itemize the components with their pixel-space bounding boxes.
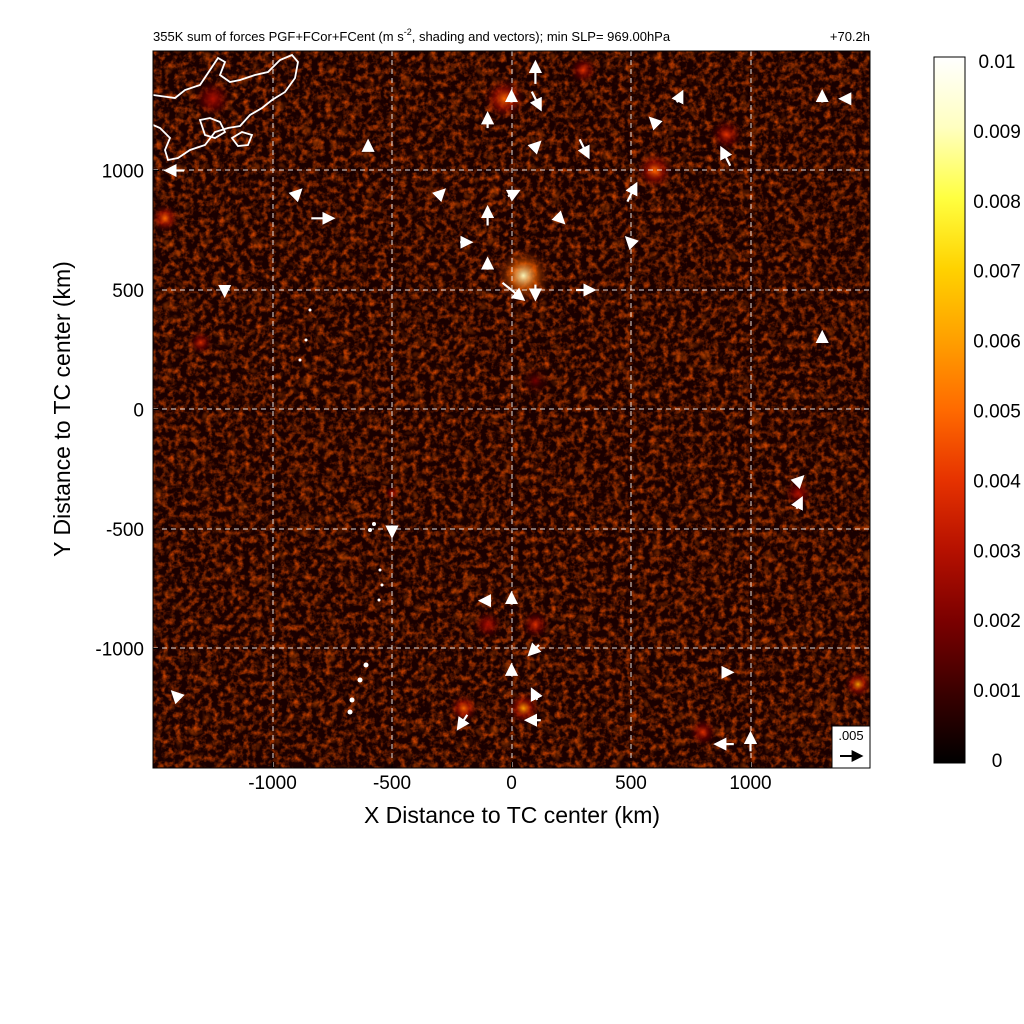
force-vector-arrow (791, 495, 803, 511)
y-tick-label: 500 (112, 281, 144, 302)
island-dots (298, 308, 384, 715)
force-vector-arrow (720, 145, 733, 167)
x-axis: -1000 -500 0 500 1000 (248, 762, 772, 794)
x-axis-title: X Distance to TC center (km) (364, 802, 660, 828)
force-vector-arrow (501, 281, 526, 302)
heatmap-hotspot (709, 117, 744, 152)
heatmap-hotspot (521, 610, 550, 639)
x-tick-label: -500 (373, 773, 411, 794)
colorbar-tick-label: 0.006 (973, 332, 1021, 353)
heatmap-hotspot (449, 693, 479, 723)
y-tick-label: 1000 (102, 162, 144, 183)
force-vector-arrow (530, 687, 543, 702)
force-vector-arrow (577, 138, 590, 160)
force-vector-arrow (624, 236, 639, 251)
force-vector-arrow (648, 116, 663, 131)
colorbar-tick-label: 0.001 (973, 681, 1021, 702)
forecast-time-label: +70.2h (830, 29, 870, 44)
colorbar-tick-label: 0 (992, 751, 1003, 772)
colorbar-tick-label: 0.002 (973, 611, 1021, 632)
heatmap-hotspot (521, 366, 550, 396)
force-vector-arrow (505, 189, 521, 202)
colorbar-tick-label: 0.005 (973, 402, 1021, 423)
colorbar-tick-label: 0.009 (973, 122, 1021, 143)
force-vector-arrow (456, 714, 470, 731)
y-tick-label: 0 (133, 401, 144, 422)
force-vector-arrow (431, 188, 446, 203)
heatmap-hotspot (188, 330, 213, 355)
force-vector-arrow (288, 188, 303, 203)
force-vectors (163, 59, 852, 752)
force-vector-arrow (551, 210, 566, 225)
x-tick-label: 0 (506, 773, 517, 794)
x-tick-label: -1000 (248, 773, 297, 794)
colorbar-ticks: 0.01 0.009 0.008 0.007 0.006 0.005 0.004 0.003 0… (973, 52, 1021, 772)
y-tick-label: -1000 (95, 640, 144, 661)
chart-title: 355K sum of forces PGF+FCor+FCent (m s-2… (153, 27, 671, 44)
colorbar-tick-label: 0.008 (973, 192, 1021, 213)
x-tick-label: 1000 (729, 773, 771, 794)
heatmap-hotspot (843, 670, 870, 699)
grid-lines (153, 51, 870, 768)
y-tick-label: -500 (106, 520, 144, 541)
colorbar-tick-label: 0.007 (973, 262, 1021, 283)
heatmap-hotspot (568, 55, 598, 85)
reference-vector-legend: .005 (831, 725, 871, 769)
heatmap-hotspot (482, 77, 526, 121)
coastline (153, 53, 299, 162)
heatmap-hotspot (193, 79, 232, 118)
y-axis-title: Y Distance to TC center (km) (49, 261, 75, 557)
colorbar-tick-label: 0.01 (979, 52, 1016, 73)
force-vector-arrow (671, 89, 684, 105)
force-vector-arrow (170, 690, 185, 705)
heatmap-hotspot (494, 246, 553, 305)
heatmap-hotspot (635, 151, 675, 190)
heatmap-hotspot (473, 610, 502, 639)
y-axis: -1000 -500 0 500 1000 (95, 162, 159, 661)
heatmap-texture-secondary (153, 51, 870, 768)
force-vector-arrow (527, 140, 542, 155)
heatmap-hotspot (153, 203, 180, 233)
reference-vector-label: .005 (838, 728, 863, 743)
colorbar-tick-label: 0.003 (973, 541, 1021, 562)
force-vector-arrow (625, 181, 638, 203)
colorbar: 0.01 0.009 0.008 0.007 0.006 0.005 0.004 0.003 0… (933, 52, 1021, 772)
plot-area (153, 51, 870, 768)
colorbar-gradient (933, 56, 966, 764)
force-vector-arrow (527, 642, 542, 657)
x-tick-label: 500 (615, 773, 647, 794)
force-vector-arrow (529, 91, 542, 112)
force-vector-arrow (790, 475, 805, 490)
colorbar-tick-label: 0.004 (973, 471, 1021, 492)
heatmap-hotspot (688, 717, 718, 747)
